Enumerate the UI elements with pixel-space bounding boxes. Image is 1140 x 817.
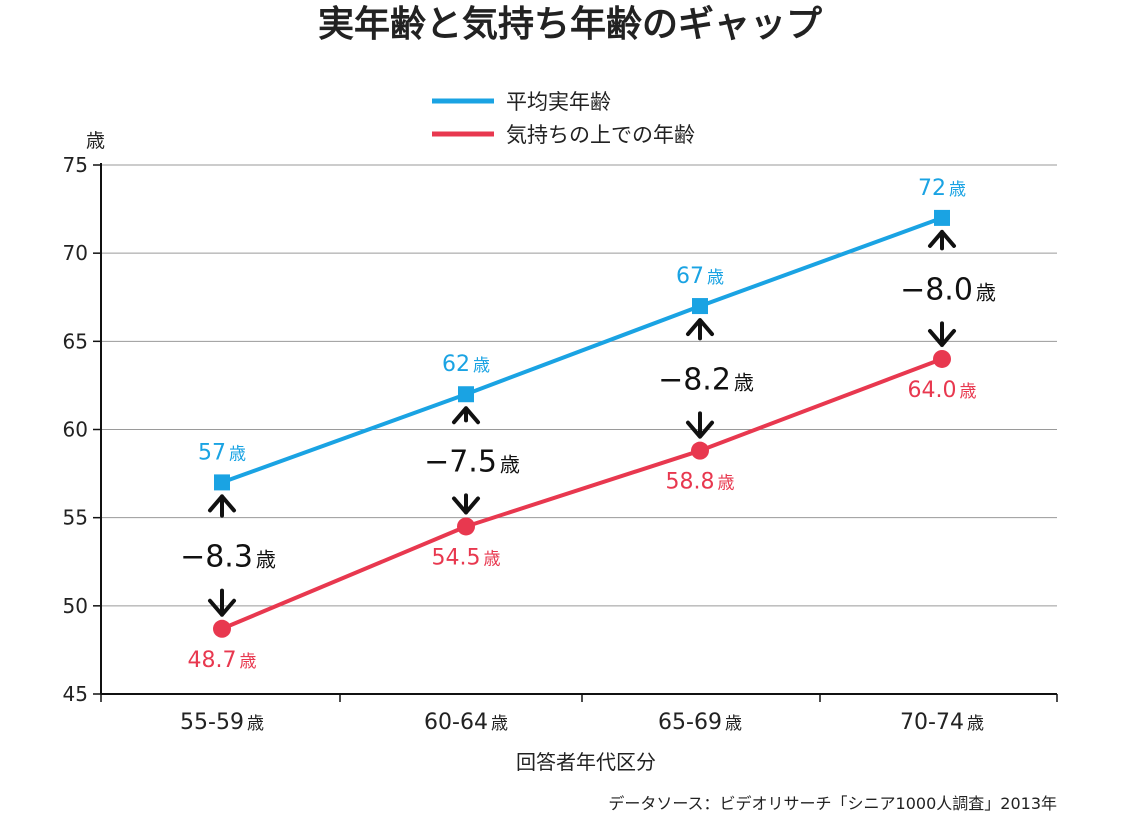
- gap-arrow-down: [928, 321, 956, 347]
- actual-age-marker: [458, 386, 474, 403]
- x-tick-label: 70-74 歳: [900, 710, 984, 735]
- gridlines: [101, 164, 1057, 607]
- gap-arrow-up: [208, 494, 236, 518]
- felt-age-label: 48.7 歳: [188, 648, 257, 673]
- legend: 平均実年齢 気持ちの上での年齢: [432, 90, 695, 147]
- actual-age-label: 72 歳: [918, 176, 966, 201]
- actual-age-marker: [934, 209, 950, 226]
- actual-age-marker: [692, 298, 708, 315]
- gap-annotations: −8.3 歳 −7.5 歳 −8.2 歳 −8.0 歳: [180, 229, 996, 617]
- gap-label: −8.2 歳: [658, 362, 754, 397]
- gap-label: −8.3 歳: [180, 540, 276, 575]
- y-tick-label: 55: [63, 506, 88, 530]
- actual-age-marker: [214, 474, 230, 491]
- gap-arrow-down: [686, 411, 714, 439]
- gap-label: −8.0 歳: [900, 272, 996, 307]
- gap-arrow-up: [686, 318, 714, 341]
- x-axis-ticks: 55-59 歳 60-64 歳 65-69 歳 70-74 歳: [100, 694, 1058, 735]
- legend-label-felt-age: 気持ちの上での年齢: [506, 123, 695, 147]
- axes: [100, 163, 1057, 695]
- legend-label-actual-age: 平均実年齢: [506, 90, 611, 114]
- y-axis-ticks: 45 50 55 60 65 70 75: [63, 153, 101, 706]
- y-axis-unit: 歳: [86, 130, 105, 152]
- actual-age-line: [221, 216, 943, 485]
- y-tick-label: 60: [63, 418, 88, 442]
- x-tick-label: 55-59 歳: [180, 710, 264, 735]
- actual-age-label: 67 歳: [676, 264, 724, 289]
- y-tick-label: 50: [63, 594, 88, 618]
- x-axis-label: 回答者年代区分: [516, 750, 656, 774]
- felt-age-marker: [691, 441, 709, 460]
- gap-arrow-up: [452, 406, 480, 425]
- y-tick-label: 70: [63, 241, 88, 265]
- y-tick-label: 75: [63, 153, 88, 177]
- y-tick-label: 65: [63, 329, 88, 353]
- series: 57 歳 62 歳 67 歳 72 歳 48.7 歳 54.5 歳 58.8 歳 64.0 歳: [188, 176, 977, 673]
- actual-age-label: 57 歳: [198, 440, 246, 465]
- felt-age-marker: [933, 349, 951, 368]
- felt-age-marker: [457, 517, 475, 536]
- felt-age-label: 64.0 歳: [908, 378, 977, 403]
- y-tick-label: 45: [63, 682, 88, 706]
- gap-arrow-down: [452, 493, 480, 515]
- x-tick-label: 65-69 歳: [658, 710, 742, 735]
- source-note: データソース：ビデオリサーチ「シニア1000人調査」2013年: [608, 794, 1057, 813]
- felt-age-marker: [213, 619, 231, 638]
- felt-age-line: [221, 357, 943, 631]
- actual-age-label: 62 歳: [442, 352, 490, 377]
- chart-title: 実年齢と気持ち年齢のギャップ: [318, 4, 822, 45]
- felt-age-label: 54.5 歳: [432, 545, 501, 570]
- gap-arrow-up: [928, 229, 956, 251]
- felt-age-label: 58.8 歳: [666, 470, 735, 495]
- gap-label: −7.5 歳: [424, 444, 520, 479]
- gap-arrow-down: [208, 588, 236, 617]
- x-tick-label: 60-64 歳: [424, 710, 508, 735]
